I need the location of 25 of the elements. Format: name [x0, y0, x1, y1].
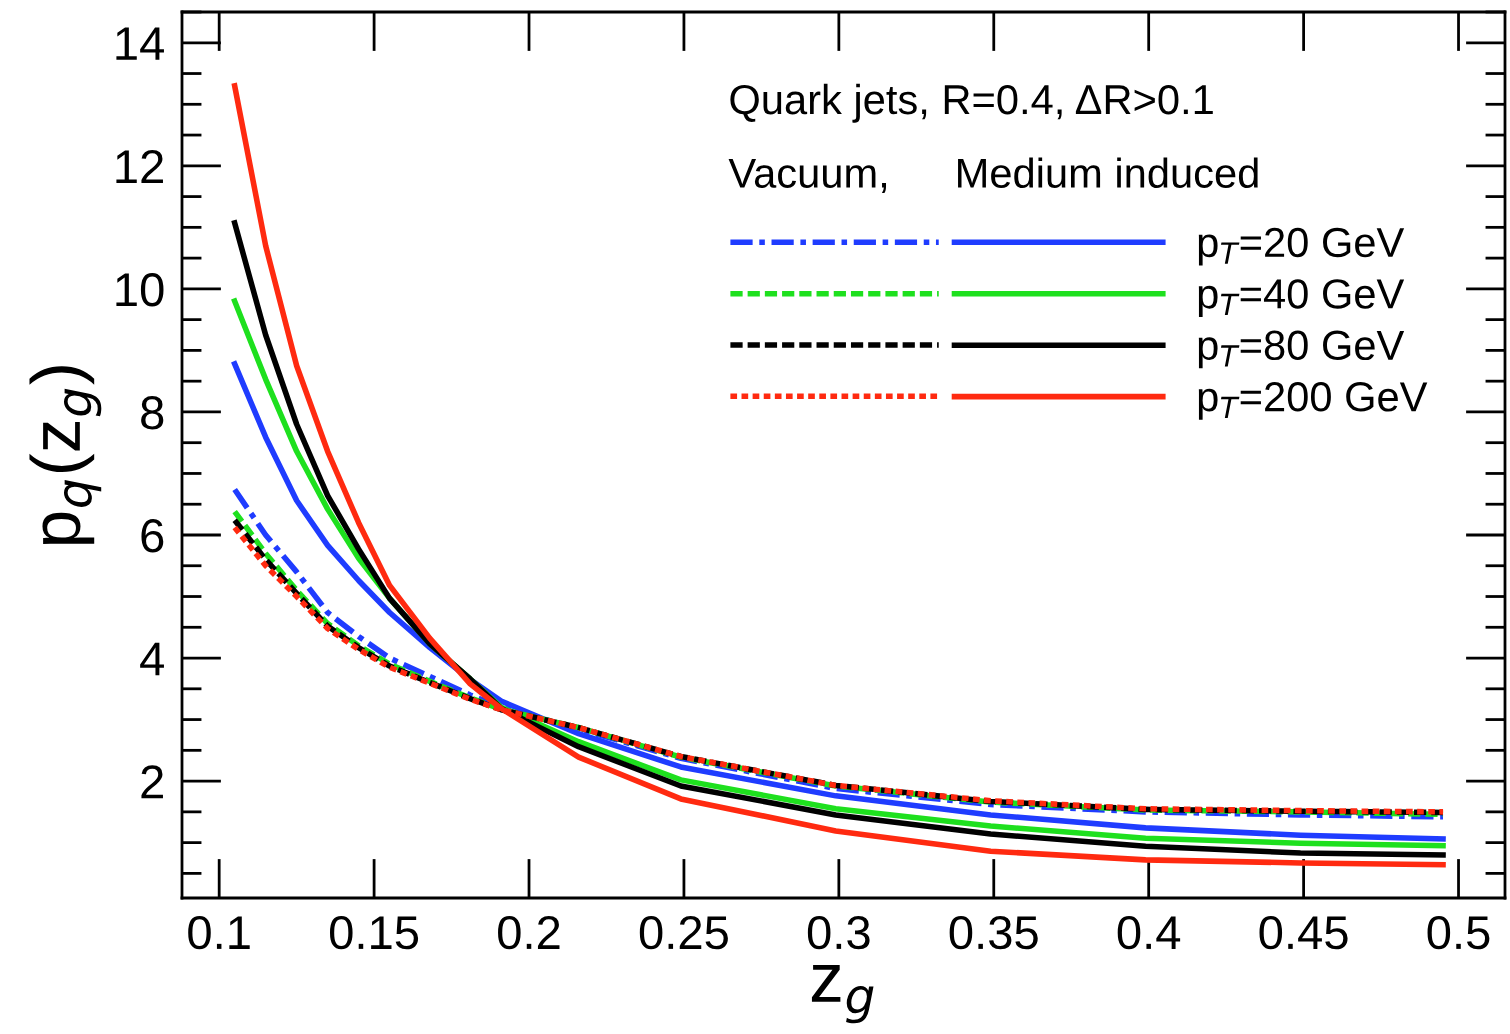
- x-tick-label: 0.5: [1427, 915, 1490, 950]
- legend-label: p$_{T}$=200 GeV: [1198, 382, 1428, 420]
- y-tick-label: 12: [116, 149, 163, 183]
- y-tick-label: 10: [116, 273, 164, 307]
- x-tick-label: 0.4: [1117, 915, 1181, 950]
- annotation: Vacuum,: [728, 158, 887, 193]
- y-tick-label: 6: [141, 519, 164, 553]
- y-tick-label: 14: [116, 27, 164, 60]
- x-tick-label: 0.25: [639, 915, 728, 950]
- y-tick-label: 4: [140, 642, 164, 676]
- x-tick-label: 0.3: [807, 915, 870, 950]
- y-tick-label: 2: [141, 765, 163, 799]
- x-tick-label: 0.1: [188, 915, 250, 950]
- annotation: Quark jets, R=0.4, ΔR>0.1: [730, 83, 1213, 123]
- legend-label: p$_{T}$=20 GeV: [1198, 227, 1405, 266]
- x-tick-label: 0.15: [329, 915, 419, 950]
- x-tick-label: 0.2: [498, 915, 560, 950]
- legend-label: p$_{T}$=80 GeV: [1198, 330, 1405, 369]
- x-tick-label: 0.35: [949, 915, 1038, 950]
- annotation: Medium induced: [958, 157, 1258, 188]
- legend-label: p$_{T}$=40 GeV: [1198, 279, 1405, 317]
- x-tick-label: 0.45: [1259, 915, 1348, 950]
- y-axis-title: p$_{q}$(z$_{g}$): [29, 366, 102, 544]
- y-tick-label: 8: [141, 396, 164, 430]
- x-axis-title: z$_{g}$: [811, 965, 874, 1024]
